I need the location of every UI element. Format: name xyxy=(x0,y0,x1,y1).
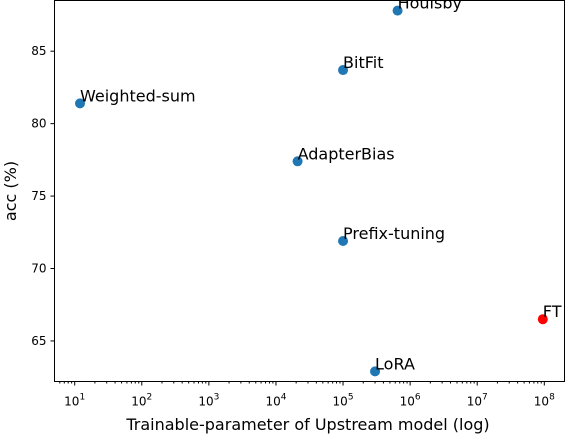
y-tick-label: 65 xyxy=(31,334,46,348)
x-tick-label: 104 xyxy=(265,393,286,409)
data-points: Houlsby BitFit Weighted-sum AdapterBias Pref… xyxy=(75,0,562,377)
data-point xyxy=(537,314,548,325)
y-tick-label: 70 xyxy=(31,262,46,276)
plot-frame xyxy=(54,0,565,382)
x-tick-label: 107 xyxy=(467,393,488,409)
x-tick-label: 106 xyxy=(400,393,421,409)
x-axis-ticks: 101 102 103 104 105 106 107 108 xyxy=(64,381,555,409)
data-point-label: Prefix-tuning xyxy=(343,224,445,243)
data-point-label: LoRA xyxy=(375,354,415,373)
data-point xyxy=(338,235,349,246)
data-point xyxy=(370,366,381,377)
x-tick-label: 105 xyxy=(333,393,354,409)
x-tick-label: 103 xyxy=(198,393,219,409)
y-axis-title: acc (%) xyxy=(1,161,20,221)
data-point-label: Houlsby xyxy=(398,0,462,13)
x-tick-label: 102 xyxy=(131,393,152,409)
x-tick-label: 101 xyxy=(64,393,85,409)
data-point-label: FT xyxy=(543,302,562,321)
data-point xyxy=(392,5,403,16)
y-tick-label: 75 xyxy=(31,189,46,203)
y-tick-label: 85 xyxy=(31,44,46,58)
y-tick-label: 80 xyxy=(31,117,46,131)
data-point xyxy=(75,98,86,109)
data-point-label: BitFit xyxy=(343,53,383,72)
data-point xyxy=(338,65,349,76)
x-tick-label: 108 xyxy=(534,393,555,409)
x-axis-title: Trainable-parameter of Upstream model (l… xyxy=(125,415,489,434)
data-point-label: Weighted-sum xyxy=(80,86,196,105)
data-point-label: AdapterBias xyxy=(298,144,395,163)
y-axis-ticks: 65 70 75 80 85 xyxy=(31,44,55,348)
data-point xyxy=(292,156,303,167)
